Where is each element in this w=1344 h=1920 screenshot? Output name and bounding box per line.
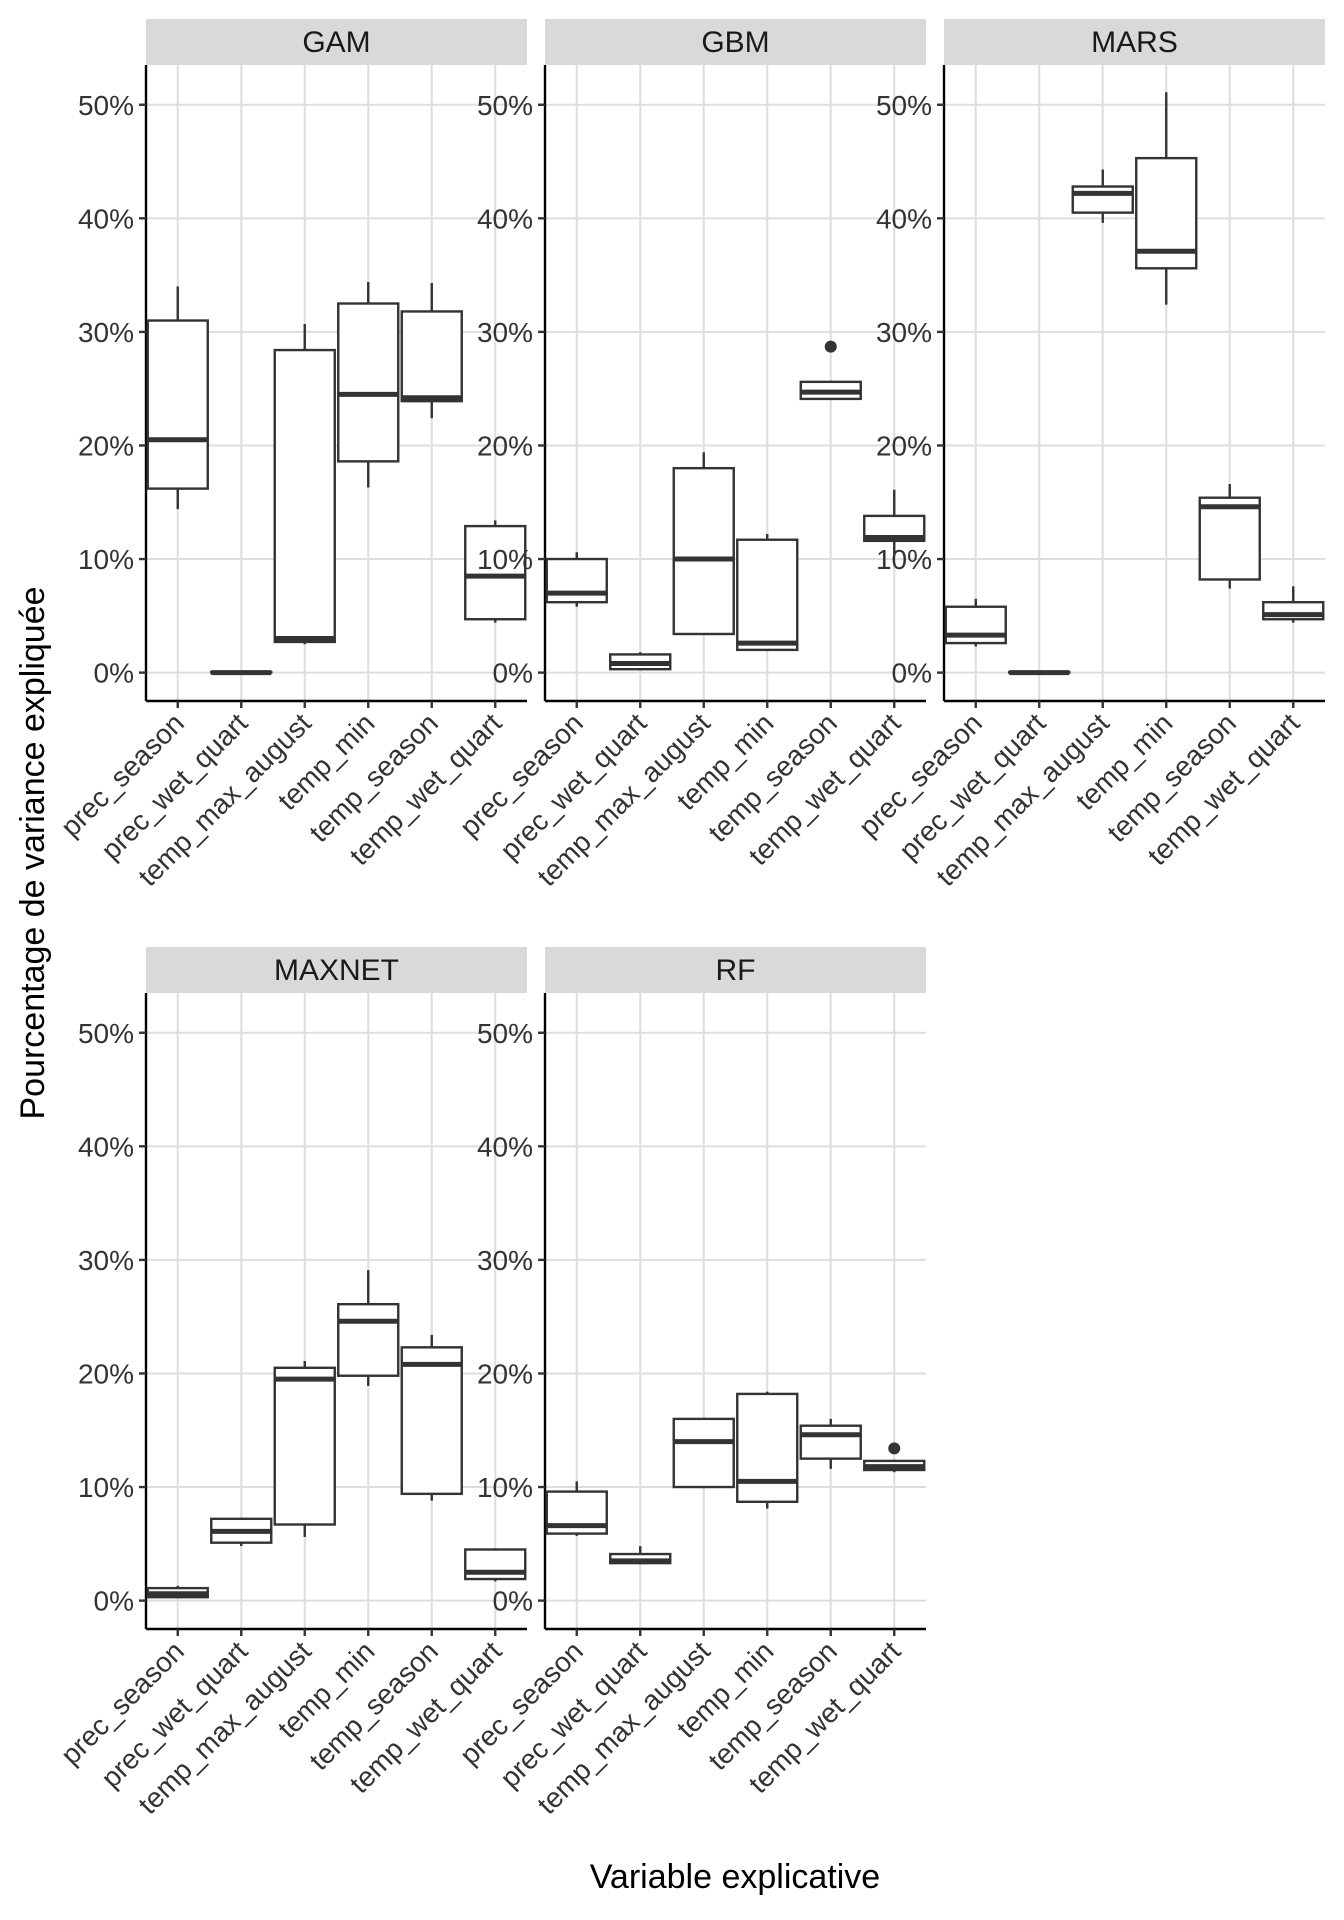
panel-title: MAXNET xyxy=(274,954,399,987)
y-tick-label: 50% xyxy=(477,90,533,121)
y-tick-label: 30% xyxy=(477,317,533,348)
y-tick-label: 20% xyxy=(477,430,533,461)
iqr-box xyxy=(1198,496,1261,581)
box-temp-max-august xyxy=(273,1360,336,1538)
y-tick-label: 40% xyxy=(78,1131,134,1162)
y-tick-label: 50% xyxy=(78,90,134,121)
iqr-box xyxy=(736,1392,799,1503)
y-tick-label: 20% xyxy=(876,430,932,461)
panels-layer: GAM0%10%20%30%40%50%prec_seasonprec_wet_… xyxy=(55,19,1325,1820)
y-tick-label: 10% xyxy=(477,1472,533,1503)
box-prec-season xyxy=(545,1481,608,1536)
y-tick-label: 0% xyxy=(493,1586,533,1617)
y-axis-title: Pourcentage de variance expliquée xyxy=(14,586,52,1119)
iqr-box xyxy=(337,1302,400,1377)
y-tick-label: 0% xyxy=(892,658,932,689)
box-temp-wet-quart xyxy=(863,489,926,555)
y-tick-label: 30% xyxy=(78,1245,134,1276)
box-temp-min xyxy=(337,1270,400,1386)
y-tick-label: 20% xyxy=(78,1358,134,1389)
iqr-box xyxy=(1071,185,1134,214)
iqr-box xyxy=(545,557,608,604)
box-temp-season xyxy=(400,283,463,419)
panel-gam: GAM0%10%20%30%40%50%prec_seasonprec_wet_… xyxy=(55,19,527,892)
box-temp-wet-quart xyxy=(863,1442,926,1473)
outlier-point xyxy=(888,1442,901,1455)
box-prec-season xyxy=(146,1585,209,1599)
box-prec-wet-quart xyxy=(210,670,273,676)
box-temp-min xyxy=(1135,92,1198,305)
panel-rf: RF0%10%20%30%40%50%prec_seasonprec_wet_q… xyxy=(454,947,926,1820)
box-prec-wet-quart xyxy=(210,1517,273,1547)
box-temp-max-august xyxy=(672,452,735,636)
box-temp-min xyxy=(736,1391,799,1509)
y-tick-label: 50% xyxy=(477,1018,533,1049)
box-temp-wet-quart xyxy=(1262,586,1325,623)
panel-mars: MARS0%10%20%30%40%50%prec_seasonprec_wet… xyxy=(853,19,1325,892)
y-tick-label: 0% xyxy=(493,658,533,689)
iqr-box xyxy=(273,348,336,644)
box-temp-season xyxy=(1198,484,1261,589)
iqr-box xyxy=(400,310,463,403)
y-tick-label: 30% xyxy=(78,317,134,348)
box-prec-season xyxy=(944,598,1007,647)
panel-title: GAM xyxy=(302,26,370,59)
panel-strip-background xyxy=(146,19,527,65)
box-temp-max-august xyxy=(273,323,336,645)
y-tick-label: 30% xyxy=(876,317,932,348)
box-temp-max-august xyxy=(672,1417,735,1489)
iqr-box xyxy=(337,302,400,463)
box-temp-season xyxy=(799,1418,862,1469)
y-tick-label: 10% xyxy=(78,1472,134,1503)
y-tick-label: 10% xyxy=(78,544,134,575)
iqr-box xyxy=(736,538,799,652)
y-tick-label: 50% xyxy=(78,1018,134,1049)
y-tick-label: 10% xyxy=(477,544,533,575)
y-tick-label: 10% xyxy=(876,544,932,575)
box-prec-season xyxy=(545,552,608,607)
y-tick-label: 50% xyxy=(876,90,932,121)
panel-title: RF xyxy=(716,954,756,987)
box-temp-min xyxy=(337,281,400,488)
panel-strip-background xyxy=(545,947,926,993)
y-tick-label: 40% xyxy=(477,203,533,234)
panel-title: MARS xyxy=(1091,26,1178,59)
panel-strip-background xyxy=(944,19,1325,65)
iqr-box xyxy=(400,1346,463,1496)
box-prec-wet-quart xyxy=(609,652,672,671)
box-temp-wet-quart xyxy=(464,1548,527,1582)
box-prec-wet-quart xyxy=(609,1546,672,1565)
iqr-box xyxy=(672,1417,735,1489)
iqr-box xyxy=(799,1424,862,1460)
box-prec-season xyxy=(146,286,209,510)
y-tick-label: 0% xyxy=(94,1586,134,1617)
box-temp-season xyxy=(400,1334,463,1501)
iqr-box xyxy=(672,466,735,636)
outlier-point xyxy=(824,340,837,353)
iqr-box xyxy=(146,319,209,490)
panel-maxnet: MAXNET0%10%20%30%40%50%prec_seasonprec_w… xyxy=(55,947,527,1820)
panel-gbm: GBM0%10%20%30%40%50%prec_seasonprec_wet_… xyxy=(454,19,926,892)
y-tick-label: 40% xyxy=(876,203,932,234)
iqr-box xyxy=(273,1366,336,1526)
y-tick-label: 20% xyxy=(477,1358,533,1389)
box-prec-wet-quart xyxy=(1008,670,1071,676)
panel-title: GBM xyxy=(701,26,769,59)
x-axis-title: Variable explicative xyxy=(590,1858,880,1896)
box-temp-season xyxy=(799,340,862,401)
panel-strip-background xyxy=(545,19,926,65)
box-temp-min xyxy=(736,534,799,652)
panel-strip-background xyxy=(146,947,527,993)
y-tick-label: 30% xyxy=(477,1245,533,1276)
iqr-box xyxy=(464,524,527,621)
y-tick-label: 0% xyxy=(94,658,134,689)
y-tick-label: 40% xyxy=(477,1131,533,1162)
box-temp-wet-quart xyxy=(464,520,527,623)
box-temp-max-august xyxy=(1071,169,1134,223)
y-tick-label: 20% xyxy=(78,430,134,461)
y-tick-label: 40% xyxy=(78,203,134,234)
